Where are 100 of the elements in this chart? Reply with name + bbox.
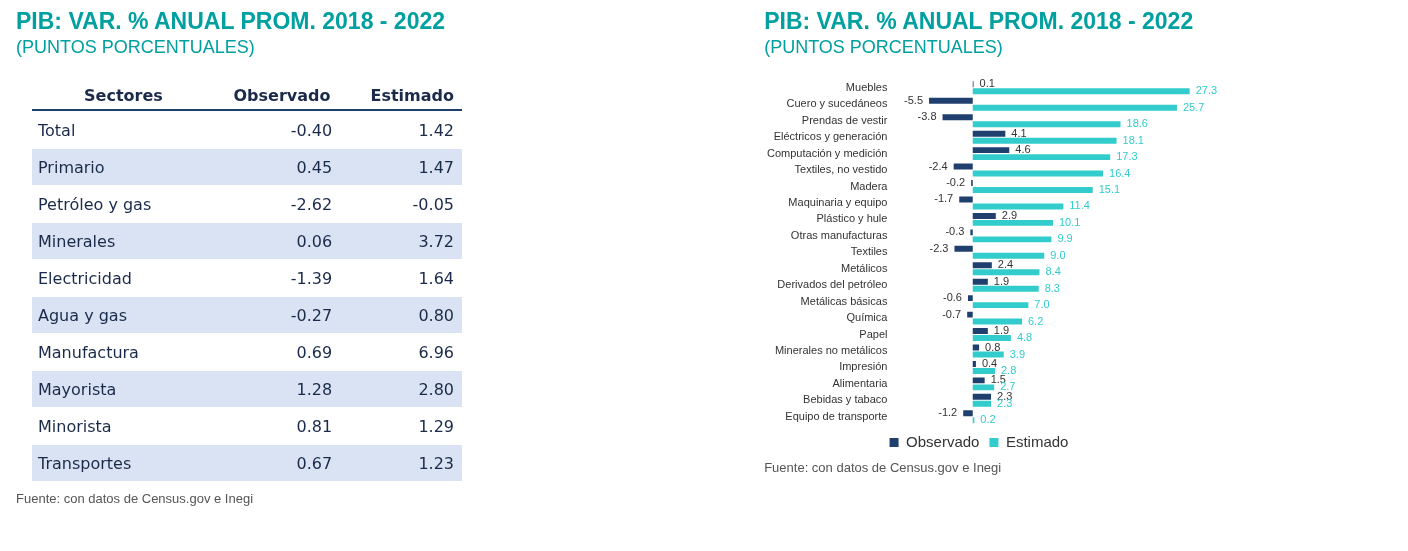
source-note: Fuente: con datos de Census.gov e Inegi [764,460,1003,475]
y-tick-label: Cuero y sucedáneos [786,97,889,110]
bar [972,137,1117,144]
data-label: 1.47 [417,157,455,177]
y-tick-label: Textiles, no vestido [794,163,888,176]
data-label: 2.8 [1001,363,1017,376]
data-label: 6.2 [1028,314,1044,327]
y-tick-label: Bebidas y tabaco [803,393,888,406]
bar [972,262,992,269]
bar [959,196,973,203]
y-tick-label: Muebles [846,80,889,93]
data-label: 0.45 [295,157,334,177]
data-label: 2.4 [997,258,1014,271]
data-label: 0.4 [982,356,998,369]
text: Sectores [83,86,164,105]
bar [963,410,973,417]
data-label: -0.40 [289,120,334,140]
bar [942,114,973,121]
data-label: 6.96 [417,342,455,362]
y-tick-label: Prendas de vestir [801,113,888,126]
bar [972,393,992,400]
data-label: 9.0 [1050,248,1066,261]
data-label: -2.3 [929,241,949,254]
data-label: 9.9 [1057,232,1073,245]
text: Observado [232,86,332,105]
bar [972,400,992,407]
bar [972,335,1012,341]
bar [972,130,1006,137]
bar [972,88,1190,95]
data-label: 0.1 [979,77,995,90]
y-tick-label: Metálicas básicas [800,294,889,307]
text: PIB: VAR. % ANUAL PROM. 2018 - 2022 [16,8,447,35]
y-tick-label: Equipo de transporte [785,409,888,422]
bar [972,278,988,285]
category-label: Agua y gas [37,305,128,325]
bar [972,104,1178,111]
data-label: 18.1 [1122,133,1145,146]
bar [972,302,1029,309]
y-tick-label: Química [846,311,889,324]
category-label: Primario [37,157,106,177]
bar [972,328,988,335]
data-label: 2.80 [417,379,455,399]
category-label: Transportes [37,453,133,473]
bar [972,147,1010,154]
bar [968,295,973,302]
data-label: 4.8 [1017,331,1033,344]
y-tick-label: Textiles [850,245,889,258]
category-label: Mayorista [37,379,118,399]
y-tick-label: Minerales no metálicos [775,344,889,357]
category-label: Petróleo y gas [37,194,153,214]
category-label: Minorista [37,416,113,436]
y-tick-label: Computación y medición [767,146,888,159]
y-tick-label: Madera [850,179,889,192]
data-label: -2.62 [289,194,334,214]
bar [967,311,973,318]
bar [972,367,996,374]
y-tick-label: Maquinaria y equipo [788,195,888,208]
bar [972,170,1104,177]
bar [972,236,1052,243]
category-label: Minerales [37,231,117,251]
data-label: 3.72 [417,231,455,251]
data-label: 27.3 [1195,84,1218,97]
data-label: 0.80 [417,305,455,325]
data-label: 16.4 [1109,166,1131,179]
data-label: 8.3 [1044,281,1061,294]
data-label: 11.4 [1069,199,1091,212]
data-label: 1.64 [417,268,455,288]
bar [972,252,1045,259]
data-label: -0.2 [946,176,966,189]
data-label: -1.7 [934,192,954,205]
data-label: 4.1 [1011,126,1027,139]
chart-title: PIB: VAR. % ANUAL PROM. 2018 - 2022 [764,8,1195,35]
data-label: -0.6 [943,291,963,304]
bar [972,269,1040,276]
data-label: 0.69 [295,342,334,362]
data-label: 1.29 [417,416,455,436]
data-label: 0.67 [295,453,334,473]
y-tick-label: Plástico y hule [816,212,888,225]
bar [972,121,1121,128]
y-tick-label: Metálicos [841,261,889,274]
bar [972,285,1039,292]
legend-label: Estimado [1006,432,1069,450]
data-label: 8.4 [1045,265,1061,278]
data-label: -2.4 [928,159,948,172]
bar [972,203,1064,210]
data-label: -1.39 [289,268,334,288]
data-label: 0.2 [980,413,996,426]
data-label: 3.9 [1009,347,1026,360]
data-label: 1.23 [417,453,455,473]
chart-subtitle: (PUNTOS PORCENTUALES) [764,37,1004,58]
data-label: 0.06 [295,231,334,251]
text: (PUNTOS PORCENTUALES) [16,37,256,58]
bar [970,229,973,236]
data-label: 7.0 [1034,298,1050,311]
text: Estimado [369,86,455,105]
data-label: 1.42 [417,120,455,140]
data-label: 1.28 [295,379,334,399]
data-label: -0.05 [411,194,455,214]
data-label: 2.9 [1001,208,1018,221]
data-label: 4.6 [1015,143,1031,156]
